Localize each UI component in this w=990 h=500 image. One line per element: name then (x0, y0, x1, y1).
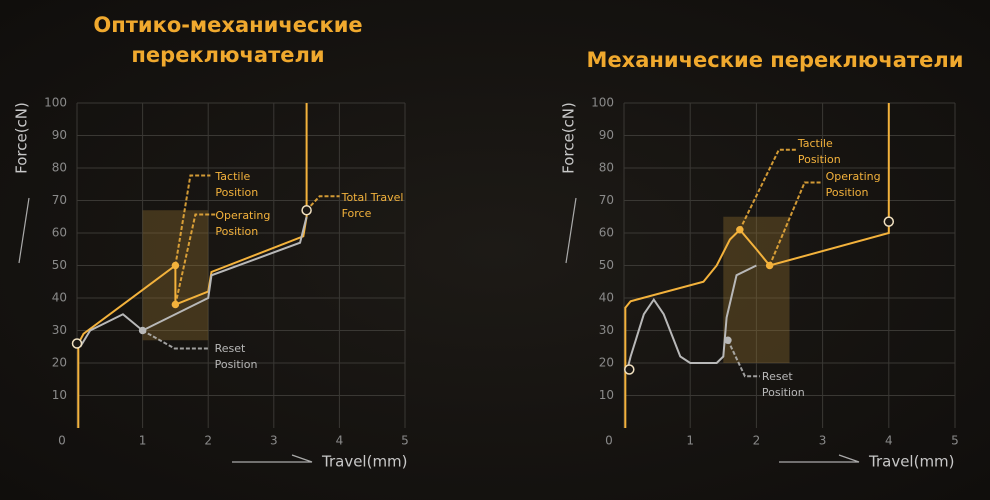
axis-arrow (18, 197, 30, 264)
y-tick-label: 40 (599, 291, 614, 305)
y-tick-label: 100 (44, 96, 67, 110)
annotation-label: Tactile Position (797, 136, 841, 166)
marker (171, 261, 180, 270)
marker (301, 205, 312, 216)
marker (765, 261, 774, 270)
y-tick-label: 50 (599, 258, 614, 272)
chart-title: Оптико-механические переключатели (93, 13, 363, 67)
annotation-label: Total Travel Force (341, 191, 404, 221)
y-tick-label: 100 (591, 96, 614, 110)
x-tick-label: 2 (204, 434, 212, 448)
y-tick-label: 30 (52, 323, 67, 337)
line (626, 264, 757, 370)
y-tick-label: 20 (52, 356, 67, 370)
leader-line (142, 329, 210, 350)
y-tick-label: 10 (52, 388, 67, 402)
x-tick-label: 2 (753, 434, 761, 448)
marker (171, 300, 180, 309)
leader-line (768, 181, 822, 266)
marker (724, 336, 732, 344)
line (624, 103, 890, 428)
x-tick-label: 5 (951, 434, 959, 448)
y-tick-label: 70 (52, 193, 67, 207)
x-tick-label: 0 (58, 434, 66, 448)
x-axis-label: Travel(mm) (868, 453, 955, 471)
y-tick-label: 90 (599, 128, 614, 142)
y-tick-label: 80 (52, 161, 67, 175)
x-tick-label: 3 (270, 434, 278, 448)
axis-arrow (565, 197, 577, 264)
y-tick-label: 40 (52, 291, 67, 305)
axis-arrow (779, 454, 860, 463)
y-tick-label: 30 (599, 323, 614, 337)
y-tick-label: 60 (52, 226, 67, 240)
x-tick-label: 4 (336, 434, 344, 448)
y-axis-label: Force(cN) (560, 102, 578, 174)
y-tick-label: 70 (599, 193, 614, 207)
marker (138, 326, 147, 335)
annotation-label: Reset Position (214, 341, 258, 371)
leader-line (305, 195, 340, 211)
x-tick-label: 1 (139, 434, 147, 448)
y-axis-label: Force(cN) (13, 102, 31, 174)
y-tick-label: 50 (52, 258, 67, 272)
leader-line (174, 213, 216, 305)
leader-line (727, 339, 760, 378)
marker (71, 338, 83, 349)
marker (624, 364, 635, 375)
chart-title: Механические переключатели (586, 48, 964, 72)
y-tick-label: 90 (52, 128, 67, 142)
highlight-region (723, 216, 790, 363)
annotation-label: Operating Position (215, 208, 271, 238)
y-tick-label: 60 (599, 226, 614, 240)
x-tick-label: 5 (401, 434, 409, 448)
marker (883, 216, 895, 227)
marker (736, 226, 744, 234)
y-tick-label: 80 (599, 161, 614, 175)
line (79, 216, 308, 348)
y-tick-label: 20 (599, 356, 614, 370)
axis-arrow (232, 454, 313, 463)
x-tick-label: 3 (819, 434, 827, 448)
y-tick-label: 10 (599, 388, 614, 402)
annotation-label: Operating Position (825, 169, 881, 199)
x-axis-label: Travel(mm) (321, 453, 408, 471)
x-tick-label: 4 (885, 434, 893, 448)
leader-line (174, 174, 211, 266)
annotation-label: Reset Position (761, 370, 805, 400)
x-tick-label: 0 (605, 434, 613, 448)
x-tick-label: 1 (686, 434, 694, 448)
annotation-label: Tactile Position (215, 169, 259, 199)
